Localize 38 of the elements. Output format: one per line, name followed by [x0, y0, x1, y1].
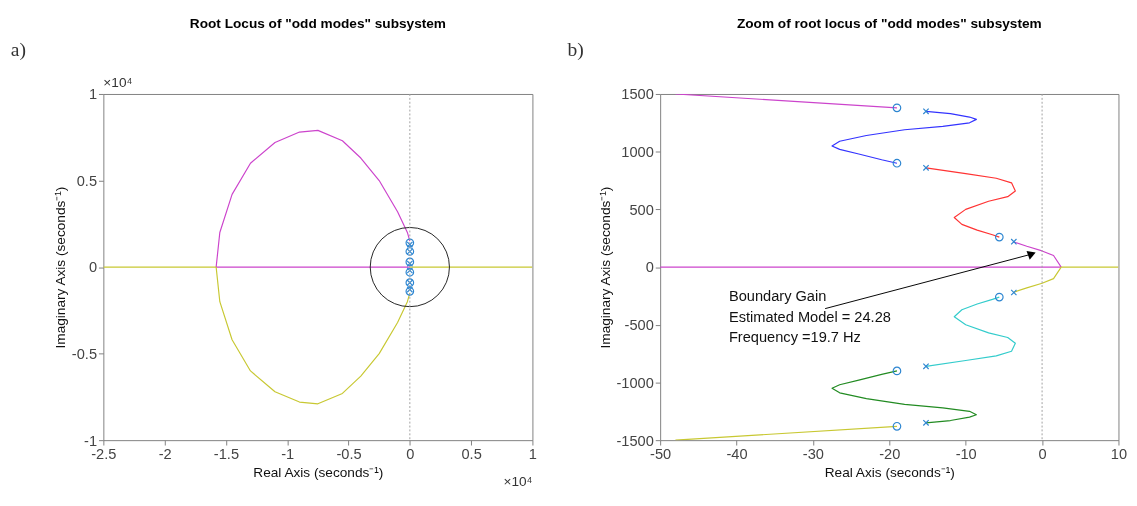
x-tick-label: -2.5 [91, 446, 117, 463]
x-tick-label: -20 [879, 446, 901, 463]
chart-title: Zoom of root locus of "odd modes" subsystem [736, 15, 1042, 31]
x-tick-label: -1.5 [213, 446, 240, 463]
y-tick-label: 500 [629, 201, 654, 218]
y-axis-title: Imaginary Axis (seconds⁻¹) [597, 186, 613, 349]
x-tick-label: -40 [726, 446, 748, 463]
x-tick-label: -10 [955, 446, 977, 463]
y-axis-title: Imaginary Axis (seconds⁻¹) [53, 186, 68, 349]
y-tick-label: -1 [84, 432, 98, 449]
x-tick-label: 10 [1110, 446, 1128, 463]
x-tick-label: -30 [802, 446, 824, 463]
x-tick-label: 0 [406, 446, 415, 463]
x-tick-label: -2 [158, 446, 172, 463]
y-tick-label: -500 [624, 317, 654, 334]
text: b) [567, 38, 584, 61]
x-tick-label: 1 [528, 446, 537, 463]
x-tick-label: 0.5 [461, 446, 482, 463]
y-tick-label: 0 [645, 259, 654, 276]
x-tick-label: -0.5 [336, 446, 362, 463]
text: a) [10, 38, 26, 61]
y-tick-label: 1500 [621, 86, 654, 103]
text: ×10⁴ [503, 473, 533, 489]
x-axis-title: Real Axis (seconds⁻¹) [824, 464, 955, 480]
y-tick-label: -1500 [616, 432, 654, 449]
annotation: Boundary Gain Estimated Model = 24.28 Frequency =19.7 Hz [728, 288, 891, 346]
x-tick-label: -50 [650, 446, 672, 463]
y-tick-label: 1000 [621, 144, 654, 161]
x-axis-title: Real Axis (seconds⁻¹) [253, 464, 384, 480]
chart-title: Root Locus of "odd modes" subsystem [189, 15, 446, 31]
y-tick-label: 1 [88, 86, 98, 103]
y-tick-label: -1000 [616, 374, 654, 391]
y-tick-label: -0.5 [71, 345, 98, 362]
x-tick-label: 0 [1038, 446, 1047, 463]
y-tick-label: 0 [88, 259, 98, 276]
y-tick-label: 0.5 [76, 172, 98, 189]
text: ×10⁴ [103, 75, 133, 91]
x-tick-label: -1 [281, 446, 295, 463]
